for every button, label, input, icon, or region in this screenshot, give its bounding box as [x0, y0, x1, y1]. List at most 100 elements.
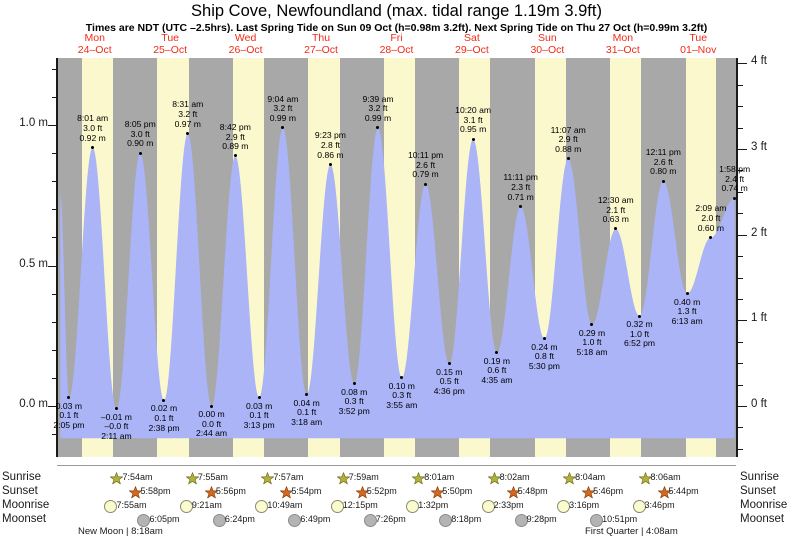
- right-tick: [738, 170, 743, 172]
- tide-label-line: 4:36 pm: [433, 386, 465, 397]
- sunrise-time: 8:02am: [499, 472, 530, 482]
- tide-label-line: 0.95 m: [459, 124, 487, 135]
- tide-label-line: 10:11 pm: [407, 150, 444, 160]
- moonrise-time: 3:46pm: [644, 500, 675, 510]
- moonrise-icon: [481, 500, 495, 513]
- tide-label-line: 2.6 ft: [415, 159, 436, 170]
- low-tide-label: 0.29 m 1.0 ft 5:18 am: [564, 327, 620, 358]
- tide-label-line: 0.1 ft: [249, 410, 269, 421]
- sunrise-star-icon: [110, 471, 124, 485]
- left-tick: [52, 237, 57, 239]
- left-tick: [52, 96, 57, 98]
- left-tick: [48, 265, 57, 267]
- right-tick: [738, 234, 747, 236]
- low-tide-point: [257, 396, 261, 400]
- tide-label-line: 3:52 pm: [338, 405, 370, 416]
- sunrise-time: 7:54am: [122, 472, 153, 482]
- tide-label-line: 9:23 pm: [314, 130, 346, 141]
- sunrise-time: 7:55am: [197, 472, 228, 482]
- low-tide-label: 0.40 m 1.3 ft 6:13 am: [659, 297, 715, 327]
- day-name: Tue: [161, 32, 180, 44]
- high-tide-point: [186, 131, 190, 135]
- day-date: 27–Oct: [304, 44, 338, 56]
- low-tide-label: 0.19 m 0.6 ft 4:35 am: [469, 356, 525, 386]
- low-tide-point: [400, 376, 404, 380]
- low-tide-point: [67, 396, 71, 400]
- high-tide-point: [709, 235, 713, 239]
- sunrise-star-icon: [336, 471, 350, 485]
- tide-label-line: 3.2 ft: [178, 109, 198, 120]
- tide-label-line: 1.0 ft: [582, 337, 602, 348]
- tide-label-line: 0.86 m: [317, 149, 344, 160]
- tide-label-line: 0.29 m: [578, 327, 606, 338]
- moonrise-time: 1:32pm: [418, 500, 449, 510]
- sunset-star-icon: [280, 485, 294, 499]
- tide-label-line: 0.03 m: [55, 400, 83, 411]
- moonset-time: 10:51pm: [602, 514, 638, 524]
- low-tide-label: 0.00 m 0.0 ft 2:44 am: [184, 409, 240, 439]
- high-tide-label: 12:30 am 2.1 ft 0.63 m: [588, 195, 644, 225]
- sunset-time: 5:52pm: [366, 486, 397, 496]
- left-tick: [48, 406, 57, 407]
- moonrise-time: 3:16pm: [569, 500, 600, 510]
- moonset-icon: [590, 514, 604, 527]
- tide-label-line: 0.99 m: [364, 112, 392, 123]
- sunset-star-icon: [129, 485, 143, 499]
- high-tide-label: 8:31 am 3.2 ft 0.97 m: [160, 100, 216, 129]
- low-tide-point: [495, 351, 499, 355]
- sunset-star-icon: [506, 485, 520, 499]
- high-tide-point: [328, 162, 332, 166]
- tide-label-line: 6:52 pm: [624, 338, 656, 349]
- high-tide-point: [424, 182, 428, 186]
- tide-label-line: 0.15 m: [436, 366, 463, 377]
- left-tick: [52, 153, 57, 155]
- left-tick: [52, 68, 57, 70]
- tide-label-line: 0.1 ft: [59, 410, 79, 421]
- moonrise-time: 9:21am: [191, 500, 222, 510]
- moonset-time: 6:49pm: [300, 514, 331, 524]
- sunrise-star-icon: [261, 471, 275, 485]
- right-axis-label: 4 ft: [751, 55, 767, 68]
- row-label-sunrise-right: Sunrise: [740, 471, 779, 483]
- low-tide-label: 0.15 m 0.5 ft 4:36 pm: [421, 366, 477, 397]
- left-tick: [52, 209, 57, 211]
- tide-label-line: –0.01 m: [100, 411, 132, 422]
- day-header-27-oct: Thu 27–Oct: [283, 32, 359, 56]
- sunrise-star-icon: [638, 471, 652, 485]
- row-label-sunset-right: Sunset: [740, 485, 776, 497]
- tide-curve: [60, 127, 735, 439]
- moonset-icon: [439, 514, 453, 527]
- tide-label-line: 2:05 pm: [53, 419, 85, 430]
- low-tide-label: 0.03 m 0.1 ft 2:05 pm: [41, 400, 97, 431]
- low-tide-point: [685, 292, 689, 296]
- high-tide-label: 10:11 pm 2.6 ft 0.79 m: [398, 150, 454, 180]
- right-axis-label: 3 ft: [751, 141, 767, 154]
- tide-label-line: 0.89 m: [222, 141, 249, 152]
- tide-label-line: 11:11 pm: [503, 172, 538, 183]
- sunset-star-icon: [355, 485, 369, 499]
- sunrise-star-icon: [563, 471, 577, 485]
- tide-label-line: 0.0 ft: [201, 418, 222, 429]
- right-tick: [738, 149, 747, 151]
- tide-label-line: 9:39 am: [362, 93, 394, 104]
- tide-label-line: 9:04 am: [267, 93, 299, 104]
- sunset-time: 5:44pm: [668, 486, 699, 496]
- tide-label-line: 0.88 m: [555, 143, 582, 154]
- row-label-moonrise: Moonrise: [2, 499, 50, 511]
- tide-label-line: 8:05 pm: [124, 119, 156, 130]
- high-tide-label: 2:09 am 2.0 ft 0.60 m: [683, 204, 739, 233]
- high-tide-label: 12:11 pm 2.6 ft 0.80 m: [635, 148, 691, 177]
- moonset-time: 9:28pm: [526, 514, 557, 524]
- sunrise-star-icon: [185, 471, 199, 485]
- moonset-icon: [288, 514, 302, 527]
- tide-label-line: 6:13 am: [671, 315, 703, 326]
- sunset-time: 5:46pm: [593, 486, 624, 496]
- tide-label-line: 2.4 ft: [725, 173, 745, 184]
- low-tide-label: 0.32 m 1.0 ft 6:52 pm: [612, 319, 668, 349]
- tide-label-line: 0.02 m: [150, 403, 178, 414]
- moonrise-icon: [406, 500, 420, 513]
- day-date: 26–Oct: [228, 44, 263, 56]
- high-tide-point: [233, 154, 237, 158]
- right-tick: [738, 106, 743, 108]
- high-tide-label: 8:42 pm 2.9 ft 0.89 m: [207, 122, 263, 152]
